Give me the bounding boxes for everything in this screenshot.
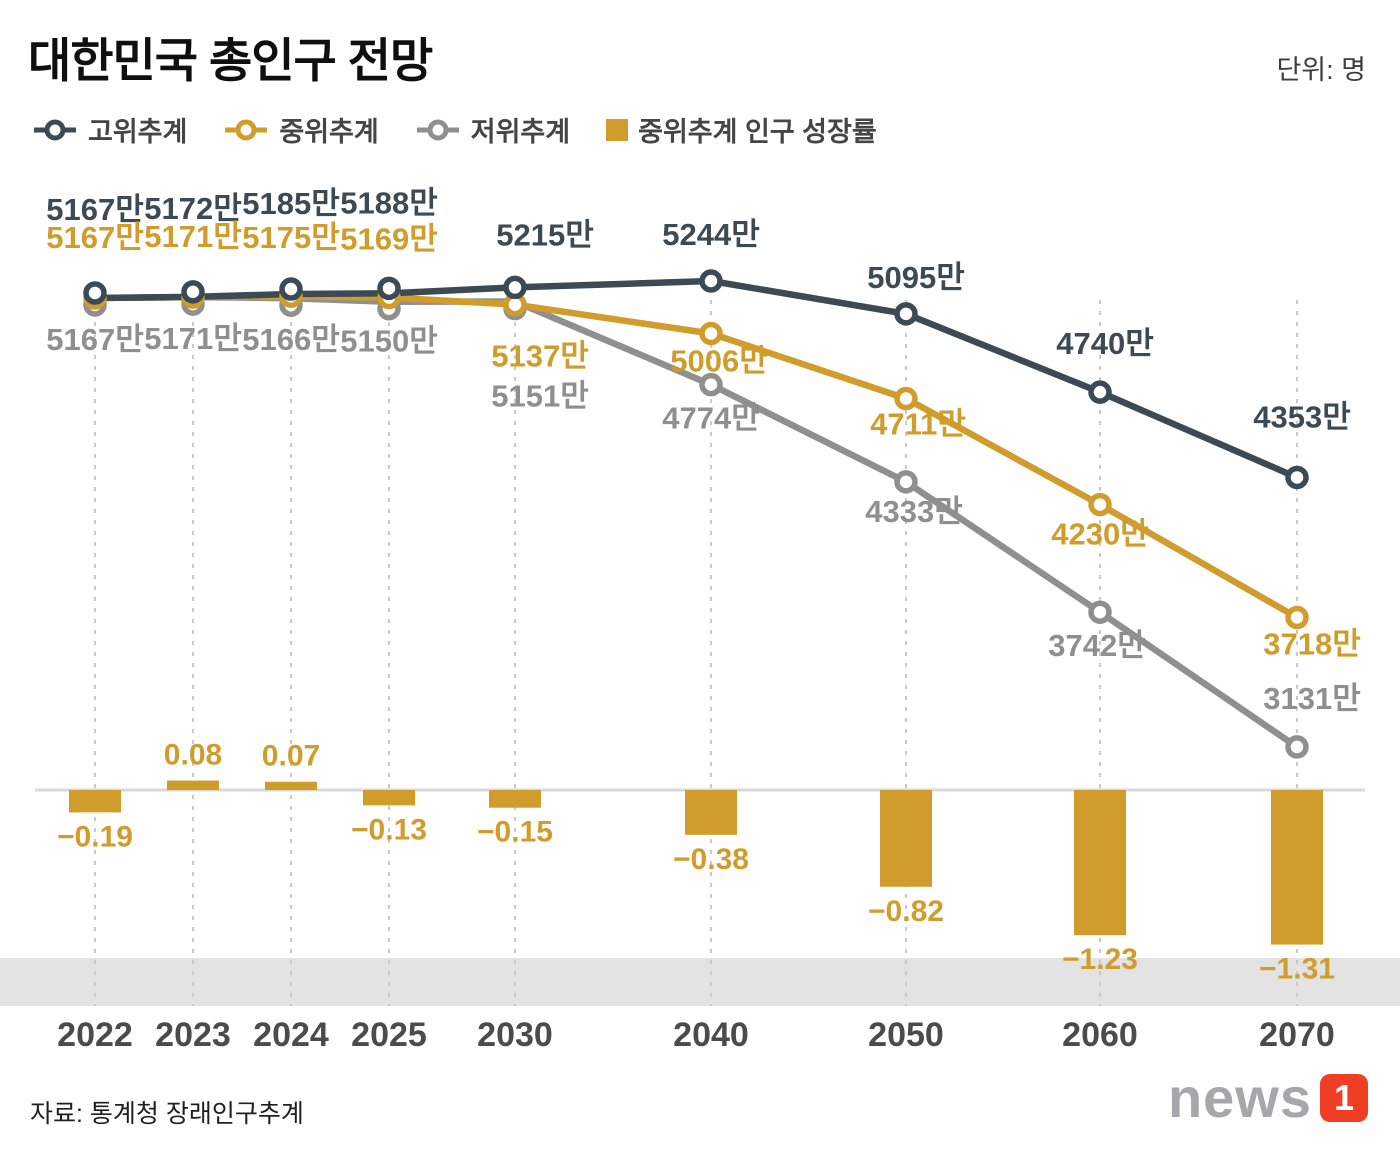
growth-bar-label: −0.82 bbox=[868, 895, 944, 928]
point-value-label: 5006만 bbox=[670, 343, 767, 378]
data-point-marker bbox=[1088, 600, 1112, 624]
point-value-label: 5151만 bbox=[491, 379, 588, 414]
point-value-label: 5150만 bbox=[340, 324, 437, 359]
growth-bar-label: −0.15 bbox=[477, 816, 553, 849]
bar-swatch-icon bbox=[606, 118, 629, 141]
growth-bar bbox=[489, 790, 541, 808]
point-value-label: 5175만 bbox=[242, 220, 339, 255]
x-axis-band bbox=[0, 958, 1400, 1006]
data-point-marker bbox=[894, 470, 918, 494]
growth-bar bbox=[265, 781, 317, 790]
legend-label-mid: 중위추계 bbox=[279, 117, 379, 147]
data-point-marker bbox=[699, 372, 723, 397]
point-value-label: 5095만 bbox=[867, 260, 964, 295]
point-value-label: 5137만 bbox=[491, 339, 588, 374]
point-value-label: 5171만 bbox=[144, 219, 241, 254]
growth-bar-label: −0.19 bbox=[57, 820, 133, 853]
unit-label: 단위: 명 bbox=[1276, 55, 1366, 85]
point-value-label: 4774만 bbox=[662, 401, 759, 436]
x-tick-label: 2050 bbox=[868, 1016, 944, 1054]
growth-bar bbox=[880, 790, 932, 887]
growth-bar bbox=[685, 790, 737, 835]
line-marker-icon-mid bbox=[225, 119, 268, 140]
growth-bar-label: −1.31 bbox=[1259, 953, 1335, 986]
point-value-label: 4333만 bbox=[865, 494, 962, 529]
data-point-marker bbox=[699, 269, 723, 293]
legend-label-high: 고위추계 bbox=[88, 117, 188, 147]
growth-bar bbox=[167, 780, 219, 790]
point-value-label: 3742만 bbox=[1048, 628, 1145, 663]
point-value-label: 4711만 bbox=[870, 407, 966, 442]
x-tick-label: 2022 bbox=[57, 1016, 133, 1054]
point-value-label: 5169만 bbox=[340, 222, 437, 257]
point-value-label: 5167만 bbox=[46, 322, 143, 357]
legend: 고위추계 중위추계 저위추계 중위추계 인구 성장률 bbox=[32, 110, 877, 149]
growth-bar bbox=[1271, 790, 1323, 945]
point-value-label: 5188만 bbox=[340, 185, 437, 220]
data-point-marker bbox=[1088, 380, 1112, 404]
x-tick-label: 2025 bbox=[351, 1016, 427, 1054]
point-value-label: 5215만 bbox=[496, 217, 593, 252]
point-value-label: 3718만 bbox=[1263, 626, 1360, 661]
legend-item-low: 저위추계 bbox=[415, 110, 570, 149]
legend-label-low: 저위추계 bbox=[470, 117, 571, 147]
page-title: 대한민국 총인구 전망 bbox=[28, 34, 433, 87]
data-point-marker bbox=[1285, 735, 1309, 759]
legend-item-high: 고위추계 bbox=[32, 110, 187, 149]
x-tick-label: 2030 bbox=[477, 1016, 553, 1054]
point-value-label: 5172만 bbox=[144, 191, 241, 226]
point-value-label: 5171만 bbox=[144, 321, 241, 356]
x-tick-label: 2024 bbox=[253, 1016, 329, 1054]
growth-bar bbox=[363, 790, 415, 806]
growth-bar-label: 0.08 bbox=[164, 739, 222, 772]
point-value-label: 5166만 bbox=[242, 322, 339, 357]
point-value-label: 5244만 bbox=[662, 217, 759, 252]
data-point-marker bbox=[1088, 492, 1112, 517]
legend-item-growth: 중위추계 인구 성장률 bbox=[606, 110, 877, 149]
data-point-marker bbox=[83, 281, 107, 305]
data-point-marker bbox=[894, 302, 918, 326]
data-point-marker bbox=[699, 321, 723, 346]
source-credit: 자료: 통계청 장래인구추계 bbox=[30, 1100, 304, 1128]
x-tick-label: 2040 bbox=[673, 1016, 749, 1054]
growth-bar bbox=[1074, 790, 1126, 936]
point-value-label: 5167만 bbox=[46, 192, 143, 227]
data-point-marker bbox=[894, 386, 918, 411]
point-value-label: 4230만 bbox=[1051, 517, 1148, 552]
data-point-marker bbox=[503, 275, 527, 300]
data-point-marker bbox=[1285, 605, 1309, 630]
x-tick-label: 2070 bbox=[1259, 1016, 1335, 1054]
point-value-label: 5185만 bbox=[242, 186, 339, 221]
legend-label-growth: 중위추계 인구 성장률 bbox=[638, 117, 877, 147]
point-value-label: 3131만 bbox=[1263, 681, 1360, 716]
news1-logo: news 1 bbox=[1168, 1070, 1368, 1126]
data-point-marker bbox=[181, 280, 205, 304]
line-marker-icon-low bbox=[416, 119, 459, 140]
x-tick-label: 2023 bbox=[155, 1016, 231, 1054]
growth-bar-label: −1.23 bbox=[1062, 943, 1138, 976]
logo-one-badge: 1 bbox=[1320, 1074, 1368, 1122]
legend-item-mid: 중위추계 bbox=[223, 110, 379, 149]
growth-bar bbox=[69, 790, 121, 813]
logo-text: news bbox=[1167, 1066, 1312, 1129]
point-value-label: 4353만 bbox=[1253, 399, 1350, 434]
point-value-label: 4740만 bbox=[1056, 326, 1153, 361]
line-marker-icon-high bbox=[34, 119, 76, 140]
point-value-label: 5167만 bbox=[46, 220, 143, 255]
growth-bar-label: −0.38 bbox=[673, 843, 749, 876]
growth-bar-label: 0.07 bbox=[262, 740, 320, 773]
data-point-marker bbox=[377, 276, 401, 301]
growth-bar-label: −0.13 bbox=[351, 813, 427, 846]
data-point-marker bbox=[279, 277, 303, 301]
x-tick-label: 2060 bbox=[1062, 1016, 1138, 1054]
data-point-marker bbox=[1285, 465, 1309, 490]
